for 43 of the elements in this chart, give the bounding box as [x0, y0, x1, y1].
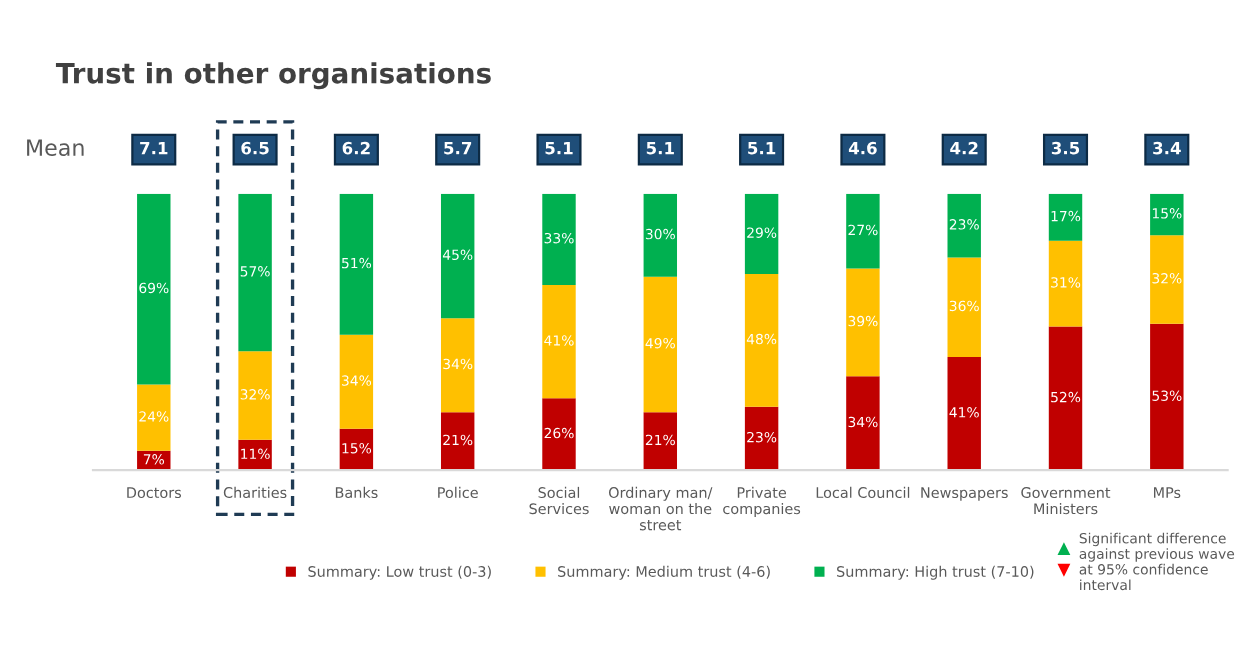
text: 4.6: [848, 141, 877, 155]
bar: [542, 398, 576, 471]
bar: [542, 285, 576, 399]
bar: [947, 257, 981, 357]
bar: [744, 273, 779, 407]
text: 6.5: [241, 141, 269, 155]
text: 6.2: [342, 141, 370, 155]
bar: [947, 193, 981, 258]
bar: [1150, 193, 1184, 236]
bar: [339, 334, 374, 429]
bar: [339, 193, 374, 335]
bar: [137, 384, 171, 451]
bar: [542, 193, 576, 286]
bar: [1150, 323, 1184, 471]
bar: [846, 376, 880, 471]
text: 7.1: [140, 142, 168, 155]
bar: [440, 412, 475, 471]
text: 5.1: [748, 142, 776, 155]
bar: [846, 268, 880, 377]
bar: [1150, 235, 1184, 324]
text: 3.5: [1051, 141, 1080, 155]
bar: [846, 193, 880, 269]
text: 5.1: [646, 142, 674, 155]
bar: [947, 356, 981, 471]
bar: [440, 193, 475, 319]
bar: [1048, 240, 1083, 327]
bar: [440, 318, 475, 413]
bar: [1048, 326, 1083, 471]
text: Mean: [27, 139, 84, 157]
text: 5.7: [444, 142, 472, 155]
bar: [744, 193, 779, 274]
text: 5.1: [545, 142, 573, 155]
bar: [137, 193, 171, 385]
chart-title: Trust in other organisations: [55, 62, 491, 90]
text: 4.2: [950, 141, 978, 155]
bar: [643, 412, 678, 471]
bar: [238, 351, 272, 440]
text: 3.4: [1153, 141, 1181, 155]
bar: [744, 406, 779, 471]
bar: [643, 193, 678, 277]
bar: [643, 276, 678, 413]
bar: [1048, 193, 1083, 241]
bar: [238, 193, 272, 352]
